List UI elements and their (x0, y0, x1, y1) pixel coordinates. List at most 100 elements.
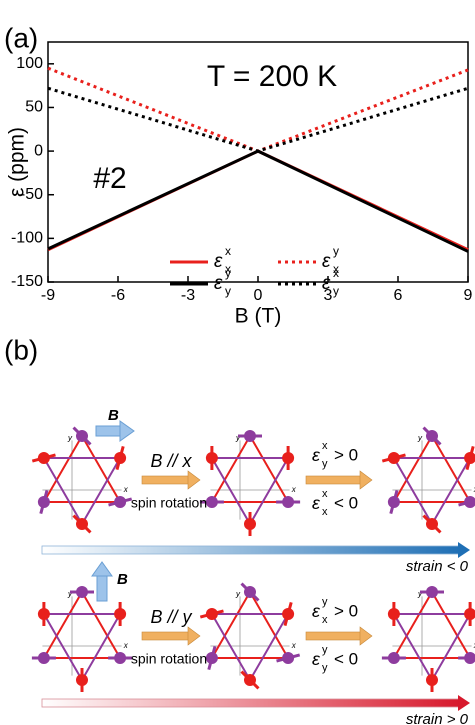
x-tick-label: 6 (394, 287, 403, 304)
atom (205, 608, 218, 620)
lattice: xy (199, 430, 301, 536)
strain-relation: > 0 (334, 601, 358, 620)
atom (426, 586, 438, 598)
atom (426, 518, 438, 530)
legend-symbol: ε (214, 251, 223, 272)
atom (205, 496, 218, 508)
lattice: xy (381, 586, 475, 692)
field-arrow (96, 574, 108, 602)
annotation: T = 200 K (207, 60, 337, 93)
atom (282, 608, 295, 620)
legend-sub: x (225, 262, 231, 276)
triangle (392, 613, 472, 683)
process: spin rotation (131, 651, 207, 667)
triangle (210, 457, 290, 527)
legend-sup: x (333, 266, 339, 280)
process-arrow (141, 475, 191, 485)
process-arrow-head (359, 626, 373, 646)
strain-sup: y (322, 596, 328, 608)
strain-label: strain > 0 (406, 711, 469, 725)
process-arrow (305, 475, 363, 485)
field-arrow-head (119, 420, 135, 442)
axis-label: y (67, 589, 73, 598)
process-arrow-head (187, 470, 201, 490)
atom (76, 674, 88, 686)
atom (464, 608, 475, 620)
y-tick-label: 0 (34, 142, 43, 159)
x-tick-label: -3 (181, 287, 195, 304)
atom (387, 496, 400, 508)
x-tick-label: 0 (254, 287, 263, 304)
strain-relation: < 0 (334, 493, 358, 512)
strain-sub: y (322, 458, 328, 470)
legend-sup: y (333, 244, 339, 258)
field-label: B (117, 571, 128, 588)
strain-bar (41, 545, 461, 555)
lattice: xy (31, 426, 133, 534)
axis-label: x (123, 485, 129, 494)
panel-label: (a) (4, 22, 38, 53)
axis-label: x (123, 641, 129, 650)
triangle (392, 433, 472, 503)
y-axis-label: ε (ppm) (6, 127, 29, 197)
process-arrow (305, 631, 363, 641)
axis-label: y (417, 433, 423, 442)
axis-label: x (473, 485, 475, 494)
strain-sup: x (322, 488, 328, 500)
lattice: xy (31, 586, 133, 692)
atom (37, 496, 50, 508)
triangle (42, 434, 122, 503)
annotation: #2 (93, 162, 126, 195)
legend-sub: y (225, 284, 231, 298)
strain-bar-head (458, 542, 470, 558)
field-label: B (108, 407, 119, 424)
x-tick-label: -9 (41, 287, 55, 304)
atom (244, 674, 256, 686)
triangle (392, 589, 472, 659)
strain-bar-head (458, 695, 470, 711)
lattice: xy (381, 426, 475, 534)
strain-symbol: ε (312, 649, 321, 669)
strain-symbol: ε (312, 445, 321, 465)
legend-symbol: ε (214, 273, 223, 294)
atom (387, 452, 400, 464)
triangle (42, 613, 122, 682)
triangle (392, 457, 472, 527)
condition: B // x (150, 451, 192, 471)
process-arrow-head (359, 470, 373, 490)
triangle (42, 457, 122, 526)
atom (205, 452, 218, 464)
atom (387, 608, 400, 620)
triangle (42, 590, 122, 659)
strain-label: strain < 0 (406, 558, 469, 575)
axis-label: y (417, 589, 423, 598)
strain-sub: y (322, 662, 328, 674)
condition: B // y (150, 607, 192, 627)
triangle (210, 433, 290, 503)
process: spin rotation (131, 495, 207, 511)
axis-label: y (235, 589, 241, 598)
atom (37, 608, 50, 620)
atom (76, 518, 88, 530)
process-arrow (141, 631, 191, 641)
axis-label: x (291, 641, 297, 650)
strain-sub: x (322, 506, 328, 518)
x-tick-label: 3 (324, 287, 333, 304)
y-tick-label: 100 (16, 55, 43, 72)
strain-relation: < 0 (334, 649, 358, 668)
field-arrow-head (91, 561, 113, 577)
atom (464, 452, 475, 464)
series-line (47, 86, 469, 153)
y-tick-label: -150 (11, 273, 43, 290)
atom (76, 430, 88, 442)
x-axis-label: B (T) (235, 305, 282, 328)
atom (114, 452, 127, 464)
lattice: xy (199, 582, 301, 690)
atom (76, 586, 88, 598)
triangle (210, 589, 290, 659)
y-tick-label: 50 (25, 99, 43, 116)
atom (114, 496, 127, 508)
legend-sup: y (225, 266, 231, 280)
strain-sup: y (322, 644, 328, 656)
legend-symbol: ε (322, 251, 331, 272)
